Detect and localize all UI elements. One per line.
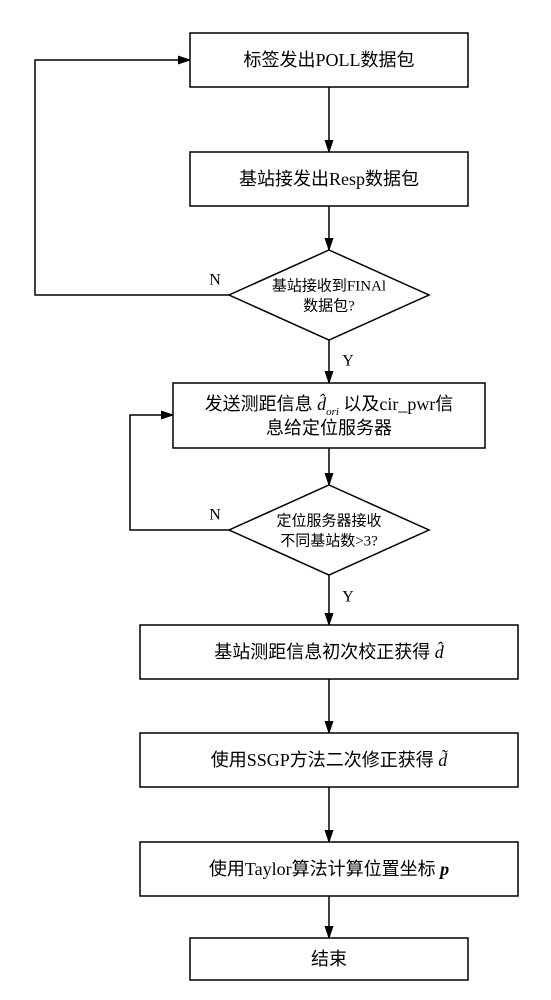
flow-node-n2: 基站接发出Resp数据包: [190, 152, 468, 206]
flow-node-n7: 使用SSGP方法二次修正获得 d̃: [140, 733, 518, 787]
svg-text:使用Taylor算法计算位置坐标 p: 使用Taylor算法计算位置坐标 p: [209, 859, 449, 879]
svg-text:不同基站数>3?: 不同基站数>3?: [280, 532, 378, 549]
flow-node-n3: 基站接收到FINAl 数据包?: [229, 250, 429, 340]
svg-text:N: N: [209, 272, 221, 289]
svg-text:使用SSGP方法二次修正获得 d̃: 使用SSGP方法二次修正获得 d̃: [211, 749, 449, 770]
svg-text:基站接发出Resp数据包: 基站接发出Resp数据包: [239, 169, 419, 189]
svg-text:息给定位服务器: 息给定位服务器: [266, 418, 392, 438]
svg-text:数据包?: 数据包?: [303, 297, 355, 314]
svg-text:Y: Y: [342, 589, 354, 606]
flow-node-n9: 结束: [190, 938, 468, 980]
svg-text:Y: Y: [342, 353, 354, 370]
svg-text:N: N: [209, 507, 221, 524]
svg-text:定位服务器接收: 定位服务器接收: [276, 512, 381, 529]
flow-node-n4: 发送测距信息 d̂ori 以及cir_pwr信息给定位服务器: [173, 383, 485, 448]
svg-text:结束: 结束: [311, 949, 347, 969]
flow-node-n6: 基站测距信息初次校正获得 d̂: [140, 625, 518, 679]
flow-node-n8: 使用Taylor算法计算位置坐标 p: [140, 842, 518, 896]
svg-text:基站接收到FINAl: 基站接收到FINAl: [272, 277, 386, 294]
flow-node-n5: 定位服务器接收不同基站数>3?: [229, 485, 429, 575]
svg-text:基站测距信息初次校正获得 d̂: 基站测距信息初次校正获得 d̂: [214, 641, 445, 662]
svg-text:标签发出POLL数据包: 标签发出POLL数据包: [244, 50, 415, 70]
flow-node-n1: 标签发出POLL数据包: [190, 33, 468, 87]
